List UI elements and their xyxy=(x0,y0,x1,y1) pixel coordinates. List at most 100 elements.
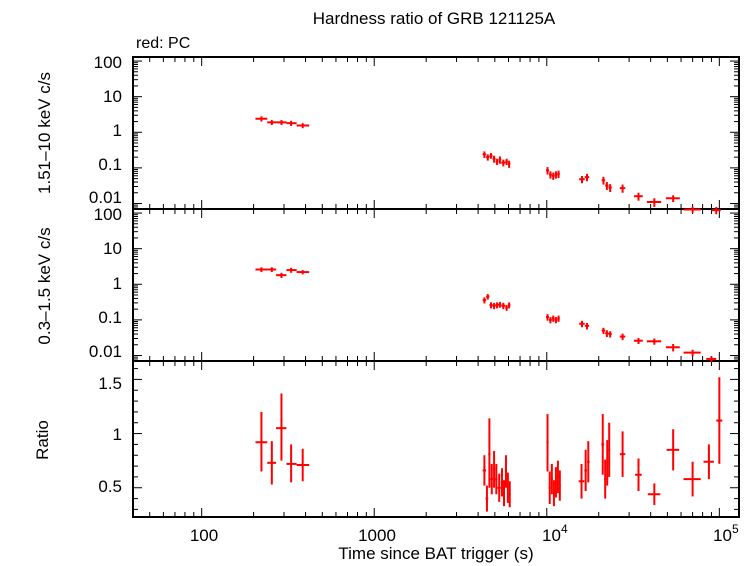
hard-data-point xyxy=(646,198,662,207)
soft-data-point xyxy=(683,349,701,357)
soft-data-point xyxy=(605,330,609,338)
x-axis-label: Time since BAT trigger (s) xyxy=(338,544,533,563)
hard-y-tick-labels: 100 10 1 0.1 0.01 xyxy=(89,53,122,207)
hard-data-point xyxy=(633,192,643,201)
soft-data-point xyxy=(276,272,287,279)
soft-data-point xyxy=(486,294,490,300)
ratio-data-point xyxy=(506,472,509,503)
y-tick-label: 10 xyxy=(103,239,122,258)
ratio-data-point xyxy=(276,393,287,461)
ratio-data-point xyxy=(556,460,559,494)
soft-data-point xyxy=(579,320,585,328)
y-tick-label: 0.1 xyxy=(98,155,122,174)
ratio-data-point xyxy=(683,461,701,497)
y-tick-label: 0.1 xyxy=(98,308,122,327)
ratio-data-point xyxy=(606,440,609,486)
ratio-data-point xyxy=(255,411,268,472)
hard-data-point xyxy=(492,155,496,163)
ratio-data-point xyxy=(497,473,501,502)
soft-data-point xyxy=(296,270,310,275)
hard-data-point xyxy=(601,176,606,185)
hard-data-point xyxy=(548,171,552,179)
x-tick-label: 100 xyxy=(190,526,218,545)
hard-data-point xyxy=(554,171,558,179)
soft-data-point xyxy=(557,315,560,322)
ratio-data-point xyxy=(666,429,680,471)
soft-data-point xyxy=(498,301,502,308)
hard-data-point xyxy=(557,170,560,178)
ratio-data-point xyxy=(635,458,642,491)
hard-data-point xyxy=(296,123,310,129)
y-tick-label: 100 xyxy=(94,53,122,72)
hard-data-point xyxy=(489,153,493,159)
chart-title: Hardness ratio of GRB 121125A xyxy=(313,9,556,28)
panel-frames xyxy=(132,56,740,518)
ratio-data-point xyxy=(500,468,504,497)
soft-data-point xyxy=(507,302,511,309)
soft-data-point xyxy=(267,267,277,273)
hard-data-point xyxy=(665,195,680,203)
soft-data-point xyxy=(286,267,297,273)
ratio-data-point xyxy=(502,480,505,507)
legend-note: red: PC xyxy=(136,35,190,52)
soft-data-point xyxy=(584,322,590,330)
ratio-data-point xyxy=(488,418,491,488)
soft-data-point xyxy=(492,302,496,310)
x-tick-label: 1000 xyxy=(358,526,396,545)
ratio-data-point xyxy=(495,463,498,495)
x-tick-label: 10 xyxy=(713,526,732,545)
ratio-data-point xyxy=(508,481,511,508)
y-tick-label: 1 xyxy=(113,274,122,293)
hard-data-point xyxy=(267,120,277,126)
hard-data-point xyxy=(286,120,297,127)
ratio-data-point xyxy=(286,444,297,483)
hard-data-point xyxy=(486,154,490,161)
hard-data-point xyxy=(498,156,502,164)
soft-data-point xyxy=(665,344,680,352)
hard-data-point xyxy=(551,172,555,180)
soft-data-point xyxy=(482,297,487,304)
hard-data-point xyxy=(683,206,701,213)
soft-data-point xyxy=(633,337,643,345)
ratio-data-point xyxy=(619,431,626,477)
x-tick-labels: 100 1000 10 4 10 5 xyxy=(190,522,739,545)
ratio-data-point xyxy=(604,459,607,499)
soft-data-point xyxy=(619,333,626,341)
hard-data-point xyxy=(584,173,590,182)
ratio-data-point xyxy=(647,483,661,506)
hard-data-point xyxy=(619,184,626,193)
ratio-data-point xyxy=(493,450,496,488)
hard-data-point xyxy=(608,184,612,193)
ratio-data-point xyxy=(578,463,585,499)
soft-data-point xyxy=(551,315,555,322)
ratio-data-point xyxy=(554,467,557,498)
hard-panel-frame xyxy=(132,56,740,210)
y-tick-label: 10 xyxy=(103,87,122,106)
y-tick-label: 0.01 xyxy=(89,342,122,361)
y-tick-label: 0.01 xyxy=(89,188,122,207)
soft-data-point xyxy=(608,331,612,338)
hard-data-point xyxy=(482,151,487,158)
ratio-panel-frame xyxy=(132,360,740,518)
x-tick-label: 10 xyxy=(542,526,561,545)
soft-y-axis-label: 0.3–1.5 keV c/s xyxy=(35,227,54,344)
y-tick-label: 1 xyxy=(113,425,122,444)
ratio-data-point xyxy=(716,377,723,464)
ratio-data-point xyxy=(550,463,553,495)
ratio-data-point xyxy=(601,414,605,475)
ratio-data-point xyxy=(586,441,590,483)
hard-data-point xyxy=(579,176,585,184)
soft-data-point xyxy=(505,305,508,311)
ratio-y-axis-label: Ratio xyxy=(33,420,52,460)
soft-data-point xyxy=(255,267,268,273)
data-marks xyxy=(255,116,723,512)
y-tick-label: 0.5 xyxy=(98,477,122,496)
hard-y-axis-label: 1.51–10 keV c/s xyxy=(35,72,54,194)
soft-y-tick-labels: 100 10 1 0.1 0.01 xyxy=(89,205,122,361)
ratio-data-point xyxy=(703,444,714,480)
y-tick-label: 1 xyxy=(113,121,122,140)
soft-data-point xyxy=(548,317,552,324)
hard-data-point xyxy=(546,167,549,175)
ratio-data-point xyxy=(552,480,555,507)
